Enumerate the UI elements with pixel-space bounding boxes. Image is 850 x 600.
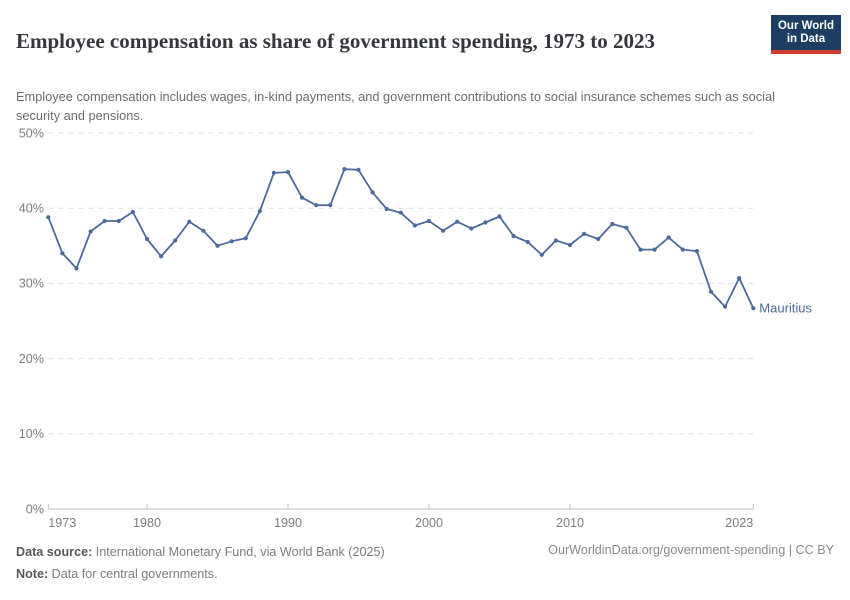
note-text: Data for central governments. bbox=[48, 567, 218, 581]
data-point-mauritius-1978[interactable] bbox=[116, 218, 121, 224]
y-axis-label-50: 50% bbox=[19, 126, 44, 140]
data-point-mauritius-1990[interactable] bbox=[285, 170, 291, 175]
data-point-mauritius-2022[interactable] bbox=[737, 276, 742, 281]
note-label: Note: bbox=[16, 567, 49, 581]
data-point-mauritius-1997[interactable] bbox=[384, 206, 389, 212]
data-point-mauritius-2016[interactable] bbox=[652, 247, 657, 252]
data-point-mauritius-1981[interactable] bbox=[159, 254, 164, 259]
owid-logo[interactable]: Our World in Data bbox=[770, 15, 841, 54]
y-axis-label-10: 10% bbox=[19, 427, 44, 441]
data-point-mauritius-1973[interactable] bbox=[46, 215, 51, 220]
data-point-mauritius-1974[interactable] bbox=[60, 251, 65, 256]
footer-source-note: Data source: International Monetary Fund… bbox=[16, 541, 385, 585]
data-point-mauritius-1995[interactable] bbox=[356, 167, 361, 172]
data-point-mauritius-1998[interactable] bbox=[398, 210, 403, 215]
x-axis-label-2010: 2010 bbox=[556, 516, 584, 530]
data-point-mauritius-2019[interactable] bbox=[694, 249, 700, 254]
source-line: Data source: International Monetary Fund… bbox=[16, 541, 385, 563]
data-point-mauritius-2012[interactable] bbox=[596, 236, 601, 242]
y-axis-label-20: 20% bbox=[19, 352, 44, 366]
data-point-mauritius-1982[interactable] bbox=[173, 238, 178, 243]
data-point-mauritius-1992[interactable] bbox=[314, 203, 319, 208]
note-line: Note: Data for central governments. bbox=[16, 563, 385, 585]
data-point-mauritius-2021[interactable] bbox=[723, 304, 728, 309]
data-point-mauritius-1986[interactable] bbox=[229, 239, 234, 244]
data-point-mauritius-1976[interactable] bbox=[88, 229, 93, 234]
y-axis-label-30: 30% bbox=[19, 277, 44, 291]
x-axis-label-2023: 2023 bbox=[725, 516, 753, 530]
data-point-mauritius-1985[interactable] bbox=[215, 243, 220, 248]
data-point-mauritius-2001[interactable] bbox=[441, 228, 446, 233]
data-point-mauritius-1991[interactable] bbox=[300, 195, 305, 200]
source-text: International Monetary Fund, via World B… bbox=[92, 545, 385, 559]
entity-label-mauritius[interactable]: Mauritius bbox=[759, 301, 812, 316]
data-point-mauritius-2004[interactable] bbox=[483, 220, 488, 225]
data-point-mauritius-2020[interactable] bbox=[708, 289, 714, 294]
data-point-mauritius-2015[interactable] bbox=[638, 247, 643, 252]
data-point-mauritius-1984[interactable] bbox=[201, 228, 206, 233]
data-point-mauritius-2008[interactable] bbox=[539, 252, 544, 257]
data-point-mauritius-2005[interactable] bbox=[497, 214, 502, 219]
chart-subtitle: Employee compensation includes wages, in… bbox=[16, 88, 775, 123]
mauritius-line[interactable] bbox=[47, 168, 755, 310]
line-chart-canvas[interactable]: 0% 10% 20% 30% 40% 50% 1973 1980 1990 2000 2010 202… bbox=[0, 118, 850, 541]
data-point-mauritius-1975[interactable] bbox=[74, 266, 79, 271]
owid-logo-line1: Our World bbox=[777, 20, 834, 32]
data-point-mauritius-1980[interactable] bbox=[144, 236, 150, 242]
x-axis-label-1980: 1980 bbox=[133, 516, 161, 530]
x-axis-label-1990: 1990 bbox=[274, 516, 302, 530]
data-point-mauritius-1983[interactable] bbox=[187, 219, 192, 224]
data-point-mauritius-2003[interactable] bbox=[469, 226, 474, 231]
data-point-mauritius-2013[interactable] bbox=[610, 221, 615, 227]
data-point-mauritius-1994[interactable] bbox=[342, 167, 347, 172]
x-axis-label-1973: 1973 bbox=[48, 516, 76, 530]
data-point-mauritius-2017[interactable] bbox=[666, 235, 671, 240]
data-point-mauritius-2010[interactable] bbox=[567, 242, 573, 248]
data-point-mauritius-2018[interactable] bbox=[680, 247, 685, 252]
owid-logo-line2: in Data bbox=[786, 33, 826, 45]
y-axis-label-0: 0% bbox=[26, 502, 44, 516]
x-axis-label-2000: 2000 bbox=[415, 516, 443, 530]
data-point-mauritius-2002[interactable] bbox=[455, 219, 460, 224]
data-point-mauritius-2007[interactable] bbox=[525, 239, 530, 245]
data-point-mauritius-2011[interactable] bbox=[582, 231, 587, 236]
data-point-mauritius-1987[interactable] bbox=[243, 236, 248, 241]
data-point-mauritius-1979[interactable] bbox=[130, 209, 135, 215]
data-point-mauritius-1989[interactable] bbox=[271, 170, 276, 175]
source-label: Data source: bbox=[16, 545, 93, 559]
license-url[interactable]: OurWorldinData.org/government-spending |… bbox=[548, 543, 834, 557]
data-point-mauritius-1999[interactable] bbox=[412, 223, 417, 228]
data-point-mauritius-1988[interactable] bbox=[257, 209, 262, 214]
y-axis-label-40: 40% bbox=[19, 202, 44, 216]
data-point-mauritius-2014[interactable] bbox=[624, 225, 629, 230]
data-point-mauritius-2000[interactable] bbox=[426, 218, 432, 224]
data-point-mauritius-1977[interactable] bbox=[102, 218, 107, 224]
data-point-mauritius-1996[interactable] bbox=[370, 190, 375, 195]
data-point-mauritius-2006[interactable] bbox=[511, 233, 516, 239]
data-point-mauritius-2023[interactable] bbox=[751, 306, 756, 311]
page-title: Employee compensation as share of govern… bbox=[16, 29, 655, 54]
data-point-mauritius-2009[interactable] bbox=[553, 238, 559, 243]
data-point-mauritius-1993[interactable] bbox=[328, 203, 333, 208]
